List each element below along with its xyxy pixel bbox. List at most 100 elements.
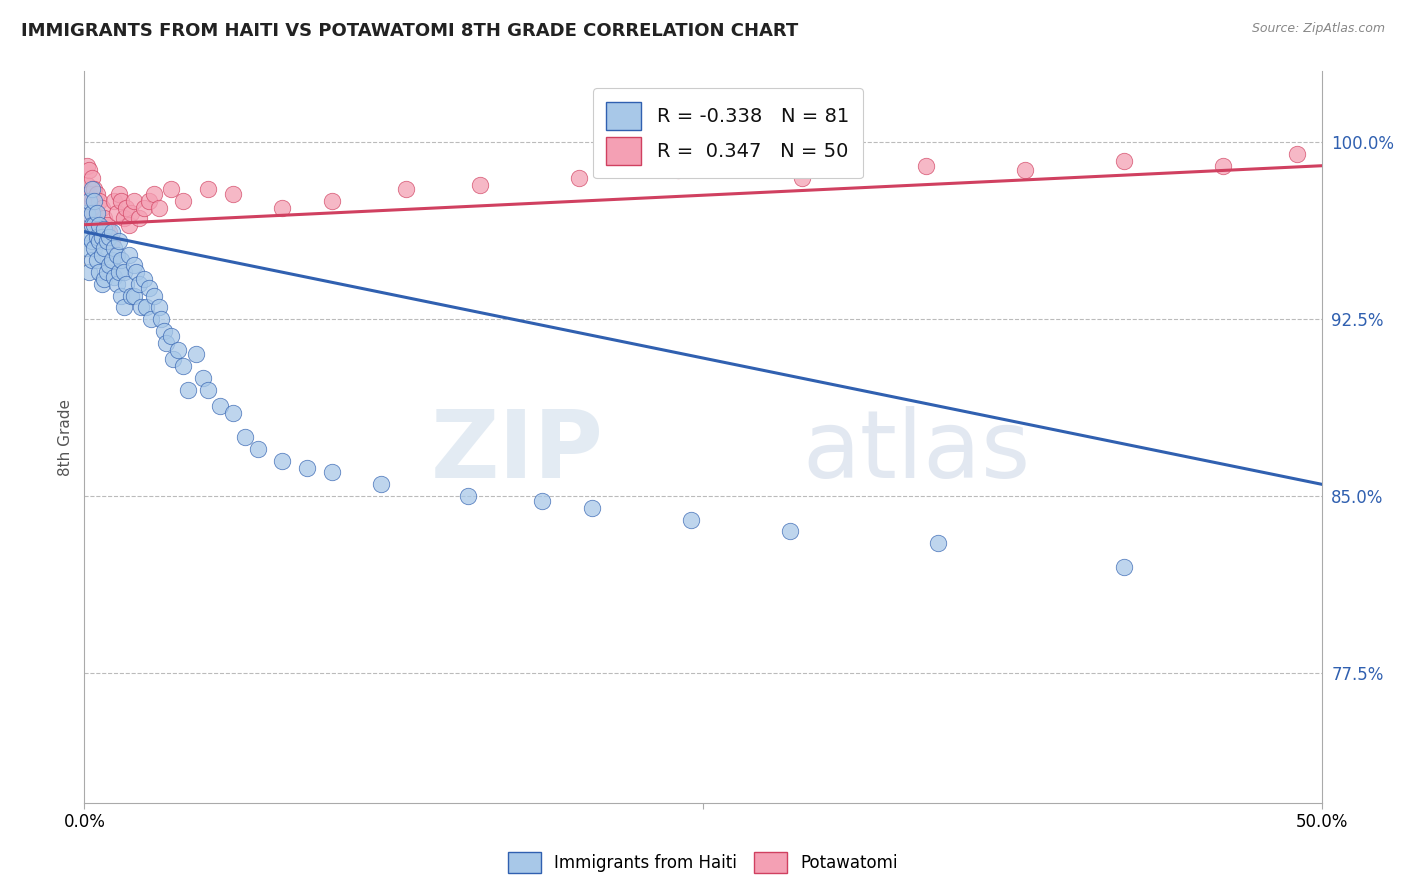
Point: [83, 194, 105, 208]
Point: [86, 218, 108, 232]
Point: [914, 159, 936, 173]
Point: [96, 234, 118, 248]
Point: [103, 269, 125, 284]
Point: [115, 277, 138, 291]
Point: [142, 187, 165, 202]
Point: [79, 265, 101, 279]
Point: [86, 206, 108, 220]
Point: [110, 253, 132, 268]
Point: [83, 241, 105, 255]
Point: [128, 277, 150, 291]
Point: [118, 218, 141, 232]
Point: [1285, 147, 1308, 161]
Point: [76, 178, 98, 192]
Point: [321, 194, 343, 208]
Point: [89, 265, 111, 279]
Point: [581, 500, 603, 515]
Point: [112, 211, 135, 225]
Point: [191, 371, 214, 385]
Text: Source: ZipAtlas.com: Source: ZipAtlas.com: [1251, 22, 1385, 36]
Point: [86, 253, 108, 268]
Point: [110, 194, 132, 208]
Point: [96, 265, 118, 279]
Point: [100, 225, 122, 239]
Point: [132, 272, 155, 286]
Point: [1112, 559, 1135, 574]
Point: [108, 265, 131, 279]
Point: [105, 248, 128, 262]
Point: [122, 288, 145, 302]
Point: [105, 277, 128, 291]
Legend: Immigrants from Haiti, Potawatomi: Immigrants from Haiti, Potawatomi: [501, 846, 905, 880]
Point: [568, 170, 591, 185]
Point: [222, 187, 245, 202]
Point: [1112, 154, 1135, 169]
Point: [222, 407, 245, 421]
Point: [125, 265, 148, 279]
Point: [129, 301, 152, 315]
Point: [90, 229, 112, 244]
Point: [160, 182, 183, 196]
Point: [90, 248, 112, 262]
Point: [162, 352, 184, 367]
Point: [76, 241, 98, 255]
Point: [80, 206, 103, 220]
Point: [142, 288, 165, 302]
Point: [271, 453, 294, 467]
Point: [80, 182, 103, 196]
Point: [138, 194, 160, 208]
Point: [83, 206, 105, 220]
Point: [790, 170, 813, 185]
Point: [927, 536, 949, 550]
Point: [115, 201, 138, 215]
Point: [370, 477, 392, 491]
Point: [103, 194, 125, 208]
Point: [93, 222, 115, 236]
Point: [177, 383, 200, 397]
Point: [246, 442, 269, 456]
Point: [271, 201, 294, 215]
Point: [155, 335, 177, 350]
Point: [79, 187, 101, 202]
Point: [128, 211, 150, 225]
Point: [100, 253, 122, 268]
Point: [89, 218, 111, 232]
Point: [110, 288, 132, 302]
Point: [120, 288, 142, 302]
Point: [108, 187, 131, 202]
Point: [152, 324, 174, 338]
Point: [93, 272, 115, 286]
Point: [112, 301, 135, 315]
Point: [89, 194, 111, 208]
Point: [172, 194, 194, 208]
Point: [76, 159, 98, 173]
Point: [83, 218, 105, 232]
Point: [197, 383, 219, 397]
Point: [138, 281, 160, 295]
Point: [666, 163, 689, 178]
Point: [89, 225, 111, 239]
Point: [80, 234, 103, 248]
Point: [100, 234, 122, 248]
Point: [96, 218, 118, 232]
Point: [80, 218, 103, 232]
Point: [103, 241, 125, 255]
Point: [531, 493, 554, 508]
Text: atlas: atlas: [801, 406, 1031, 498]
Point: [80, 194, 103, 208]
Text: IMMIGRANTS FROM HAITI VS POTAWATOMI 8TH GRADE CORRELATION CHART: IMMIGRANTS FROM HAITI VS POTAWATOMI 8TH …: [21, 22, 799, 40]
Point: [132, 201, 155, 215]
Point: [395, 182, 418, 196]
Point: [167, 343, 190, 357]
Point: [118, 248, 141, 262]
Point: [148, 201, 170, 215]
Point: [120, 206, 142, 220]
Point: [122, 194, 145, 208]
Point: [98, 225, 121, 239]
Legend: R = -0.338   N = 81, R =  0.347   N = 50: R = -0.338 N = 81, R = 0.347 N = 50: [593, 88, 863, 178]
Point: [122, 258, 145, 272]
Point: [779, 524, 801, 539]
Point: [160, 328, 183, 343]
Point: [79, 194, 101, 208]
Point: [90, 277, 112, 291]
